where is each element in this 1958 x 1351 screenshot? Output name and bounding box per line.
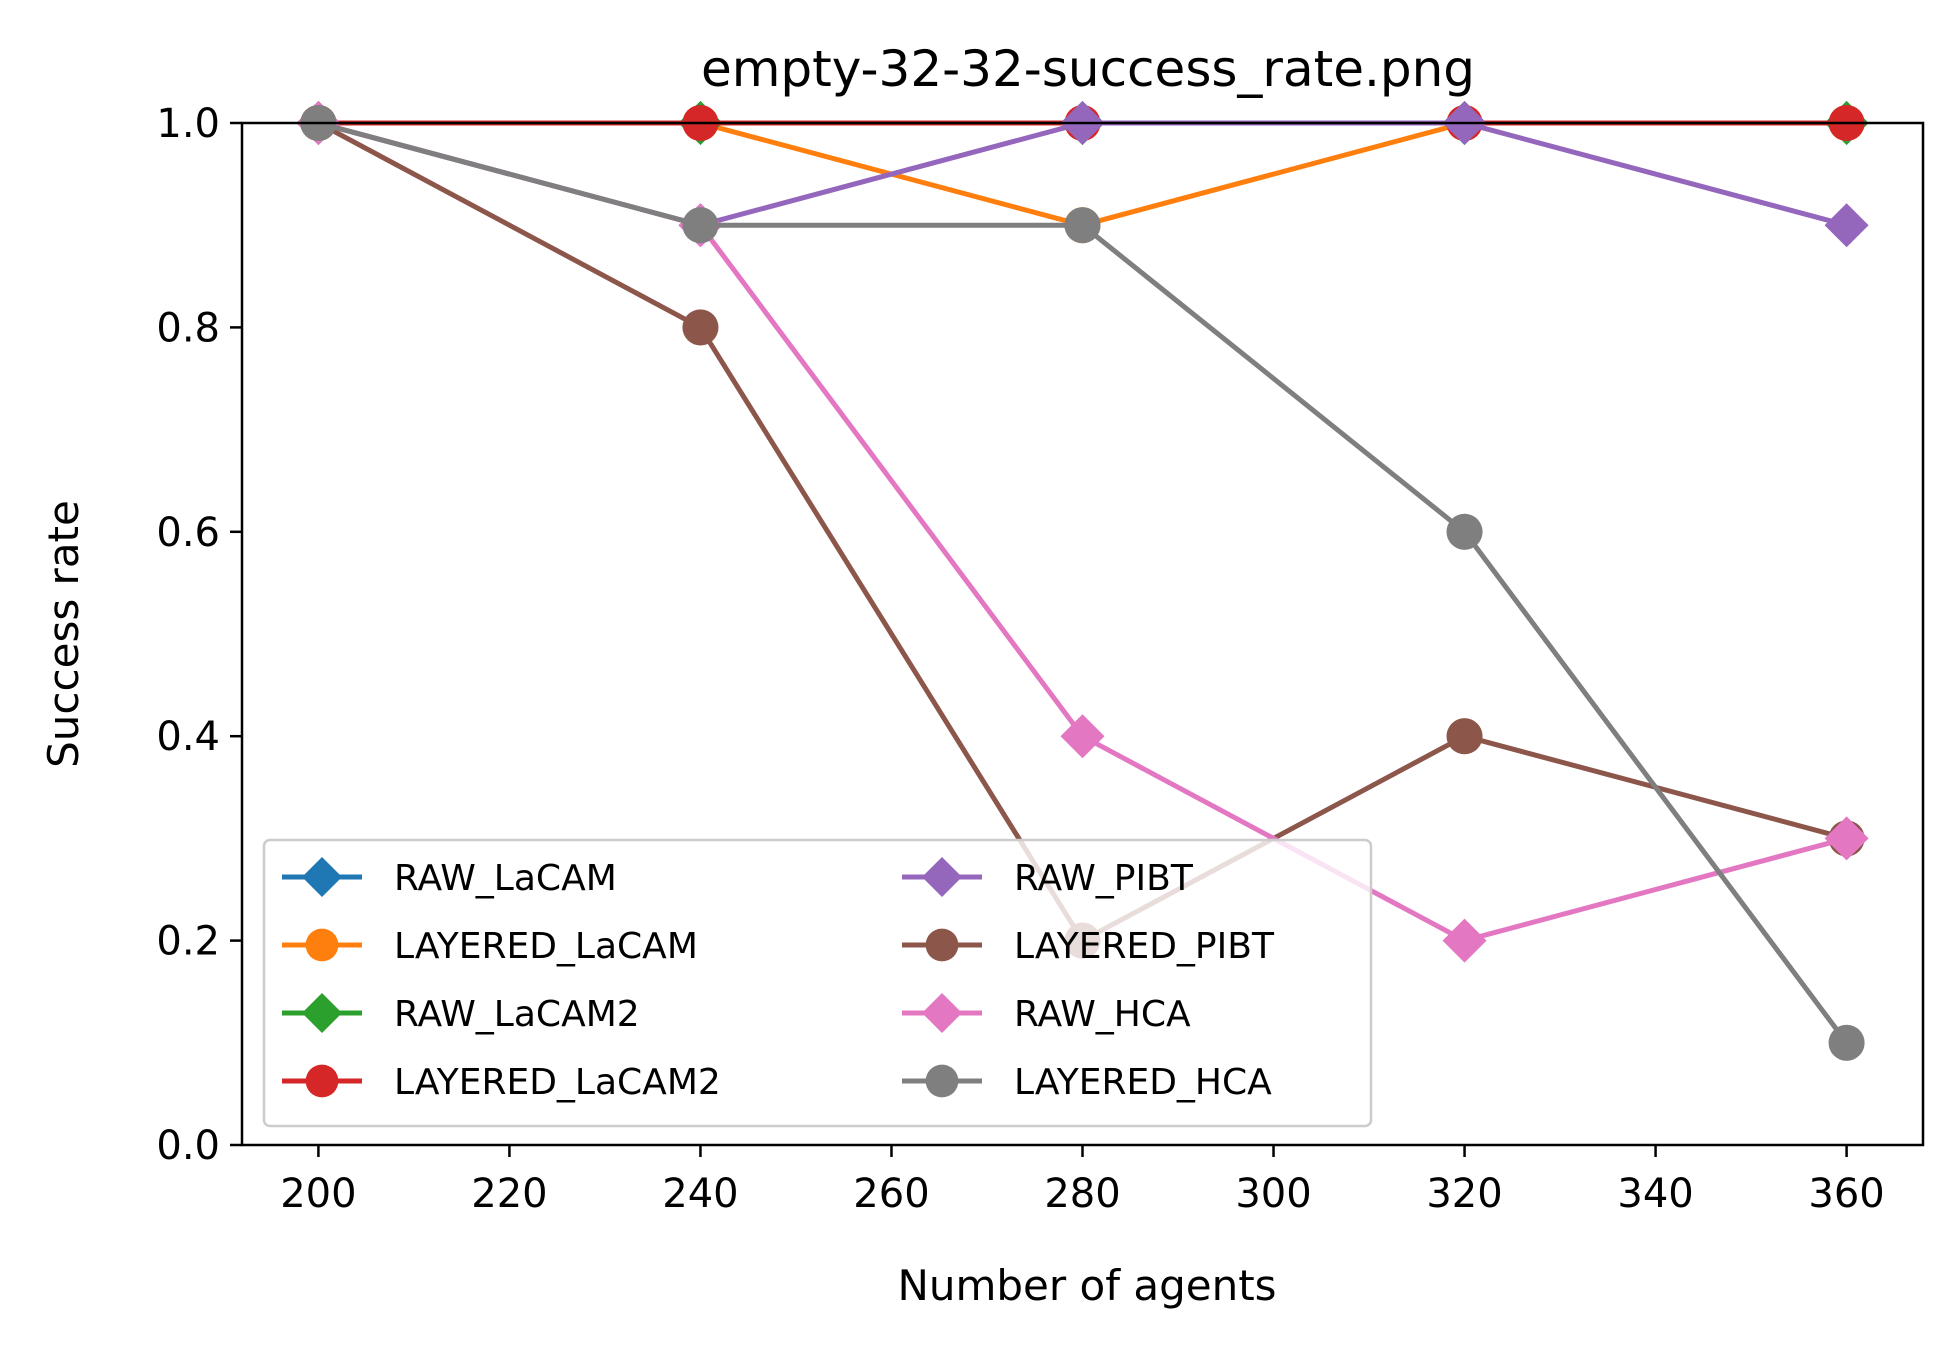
data-point [1824,816,1869,861]
y-tick-label: 0.8 [156,305,220,351]
legend-label: RAW_PIBT [1014,858,1194,899]
data-point [1828,1024,1865,1061]
y-tick-label: 1.0 [156,101,220,147]
legend-label: RAW_HCA [1014,994,1191,1035]
data-point [1824,203,1869,248]
x-tick-label: 200 [280,1171,356,1217]
x-tick-label: 320 [1426,1171,1502,1217]
legend-entry: LAYERED_LaCAM [282,926,698,967]
legend-label: LAYERED_LaCAM [394,926,698,967]
x-tick-label: 360 [1808,1171,1884,1217]
legend-label: LAYERED_HCA [1014,1062,1272,1103]
legend: RAW_LaCAM LAYERED_LaCAM RAW_LaCAM2 LAYERED_… [262,838,1373,1128]
legend-marker [305,928,339,962]
series-line [317,120,1848,944]
legend-label: LAYERED_LaCAM2 [394,1062,721,1103]
legend-marker [302,857,342,897]
legend-entry: RAW_PIBT [902,857,1194,899]
axis-ticks: 200 220 240 260 280 300 320 340 360 0.0 0.2 0.4 0.6 0… [156,101,1884,1217]
x-tick-label: 280 [1044,1171,1120,1217]
data-point [1446,513,1483,550]
chart-title: empty-32-32-success_rate.png [701,40,1475,98]
legend-entry: LAYERED_PIBT [902,926,1275,967]
y-axis-label: Success rate [39,500,88,768]
data-point [682,309,719,346]
legend-marker [305,1064,339,1098]
y-tick-label: 0.4 [156,714,220,760]
data-point [1442,918,1487,963]
legend-entry: RAW_HCA [902,993,1191,1035]
data-point [1060,714,1105,759]
legend-label: LAYERED_PIBT [1014,926,1275,967]
legend-label: RAW_LaCAM [394,858,617,899]
x-tick-label: 220 [471,1171,547,1217]
legend-entry: LAYERED_HCA [902,1062,1272,1103]
data-point [1064,207,1101,244]
legend-box [262,838,1373,1128]
y-tick-label: 0.0 [156,1123,220,1169]
series-layered-hca [300,104,1865,1061]
legend-marker [302,993,342,1033]
legend-entry: RAW_LaCAM2 [282,993,640,1035]
legend-entry: LAYERED_LaCAM2 [282,1062,721,1103]
x-tick-label: 240 [662,1171,738,1217]
data-point [1446,718,1483,755]
x-tick-label: 300 [1235,1171,1311,1217]
legend-marker [922,993,962,1033]
y-tick-label: 0.6 [156,510,220,556]
legend-marker [922,857,962,897]
x-axis-label: Number of agents [897,1261,1276,1310]
x-tick-label: 260 [853,1171,929,1217]
x-tick-label: 340 [1617,1171,1693,1217]
legend-marker [925,928,959,962]
y-tick-label: 0.2 [156,919,220,965]
legend-marker [925,1064,959,1098]
data-point [682,207,719,244]
legend-label: RAW_LaCAM2 [394,994,640,1035]
legend-entry: RAW_LaCAM [282,857,617,899]
